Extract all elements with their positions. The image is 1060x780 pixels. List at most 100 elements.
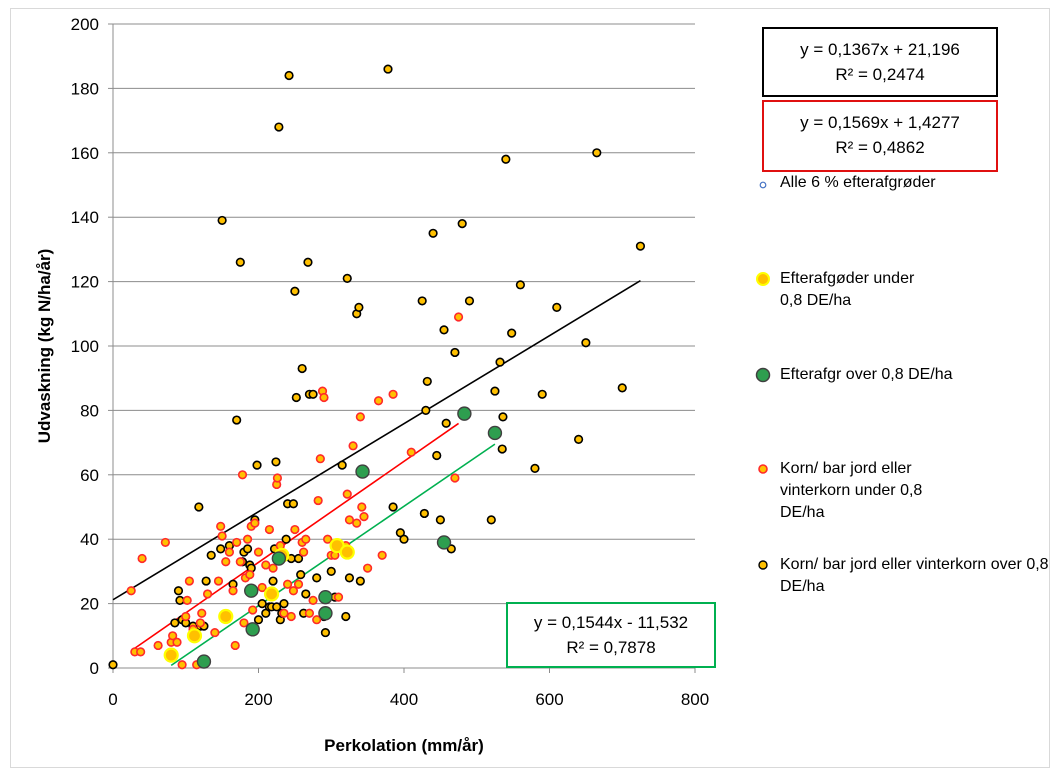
data-point xyxy=(168,631,178,641)
legend-marker-yellow-circle-icon xyxy=(756,272,770,286)
data-point xyxy=(172,637,182,647)
data-point xyxy=(497,444,507,454)
data-point xyxy=(501,154,511,164)
data-point xyxy=(592,148,602,158)
data-point xyxy=(441,418,451,428)
x-tick-label: 800 xyxy=(681,690,709,709)
data-point xyxy=(450,347,460,358)
y-tick-label: 160 xyxy=(71,144,99,163)
data-point xyxy=(181,611,191,622)
data-point xyxy=(486,515,496,525)
y-axis-title: Udvaskning (kg N/ha/år) xyxy=(35,249,54,444)
data-point xyxy=(341,611,351,622)
data-point xyxy=(417,296,427,306)
data-point xyxy=(213,576,224,586)
legend-marker-open-circle-icon xyxy=(759,181,767,189)
data-point xyxy=(210,627,220,638)
data-point xyxy=(312,573,322,583)
data-point xyxy=(490,386,500,396)
y-tick-label: 180 xyxy=(71,79,99,98)
x-tick-label: 400 xyxy=(390,690,418,709)
data-point xyxy=(186,628,203,644)
data-point xyxy=(290,286,300,296)
data-point xyxy=(373,396,384,406)
data-point xyxy=(399,534,409,544)
data-point xyxy=(288,586,299,596)
data-point xyxy=(170,618,180,628)
data-point xyxy=(237,470,248,480)
data-point xyxy=(515,280,526,290)
data-point xyxy=(271,551,287,566)
red-trendline-equation-box: y = 0,1569x + 1,4277 R² = 0,4862 xyxy=(762,100,998,172)
green-equation-line: y = 0,1544x - 11,532 xyxy=(533,613,689,632)
data-point xyxy=(457,406,472,421)
data-point xyxy=(184,576,194,586)
data-point xyxy=(271,457,281,467)
data-point xyxy=(337,460,347,470)
data-point xyxy=(245,570,255,580)
data-point xyxy=(359,512,369,522)
data-point xyxy=(290,524,300,535)
data-point xyxy=(268,563,278,573)
data-point xyxy=(308,595,318,605)
data-point xyxy=(573,434,584,444)
data-point xyxy=(355,464,370,479)
x-tick-label: 600 xyxy=(535,690,563,709)
data-point xyxy=(217,215,227,226)
data-point xyxy=(487,425,503,441)
data-point xyxy=(235,257,245,267)
data-point xyxy=(230,640,240,651)
green-r2-line: R² = 0,7878 xyxy=(566,638,656,657)
data-point xyxy=(126,586,136,596)
black-equation-line: y = 0,1367x + 21,196 xyxy=(800,40,960,59)
data-point xyxy=(252,460,262,470)
data-point xyxy=(435,515,445,525)
data-point xyxy=(326,566,336,577)
data-point xyxy=(175,595,185,605)
data-point xyxy=(355,412,365,422)
data-point xyxy=(552,302,562,312)
data-point xyxy=(498,412,508,422)
legend-marker-green-circle-icon xyxy=(755,367,771,383)
y-tick-label: 200 xyxy=(71,15,99,34)
data-point xyxy=(197,608,207,618)
data-point xyxy=(137,553,147,564)
data-point xyxy=(318,589,333,605)
data-point xyxy=(354,302,364,312)
green-trendline-equation-box: y = 0,1544x - 11,532 R² = 0,7878 xyxy=(506,602,716,668)
data-point xyxy=(272,473,283,483)
data-point xyxy=(268,576,278,586)
data-point xyxy=(136,647,146,657)
data-point xyxy=(201,576,211,586)
data-point xyxy=(224,547,234,557)
data-point xyxy=(406,447,416,457)
data-point xyxy=(617,383,627,393)
y-tick-label: 140 xyxy=(71,208,99,227)
data-point xyxy=(177,660,187,670)
data-point xyxy=(296,570,306,580)
data-point xyxy=(263,586,280,602)
data-point xyxy=(301,534,311,544)
data-point xyxy=(286,611,296,622)
y-tick-label: 40 xyxy=(80,530,99,549)
black-trendline-equation-box: y = 0,1367x + 21,196 R² = 0,2474 xyxy=(762,27,998,97)
data-point xyxy=(272,602,282,612)
data-point xyxy=(245,622,260,637)
data-point xyxy=(457,219,467,229)
data-point xyxy=(248,605,258,615)
data-point xyxy=(507,328,517,338)
data-point xyxy=(453,312,464,322)
x-axis-title: Perkolation (mm/år) xyxy=(324,736,484,755)
y-tick-label: 120 xyxy=(71,273,99,292)
data-point xyxy=(206,550,216,560)
data-point xyxy=(530,463,540,473)
data-point xyxy=(315,454,325,464)
data-point xyxy=(308,389,318,399)
data-point xyxy=(333,592,344,602)
data-point xyxy=(363,563,373,573)
data-point xyxy=(339,544,355,560)
trendline-all xyxy=(112,279,641,601)
legend-item-alle: Alle 6 % efterafgrøder xyxy=(780,174,936,191)
data-point xyxy=(388,502,398,512)
red-r2-line: R² = 0,4862 xyxy=(835,138,925,157)
